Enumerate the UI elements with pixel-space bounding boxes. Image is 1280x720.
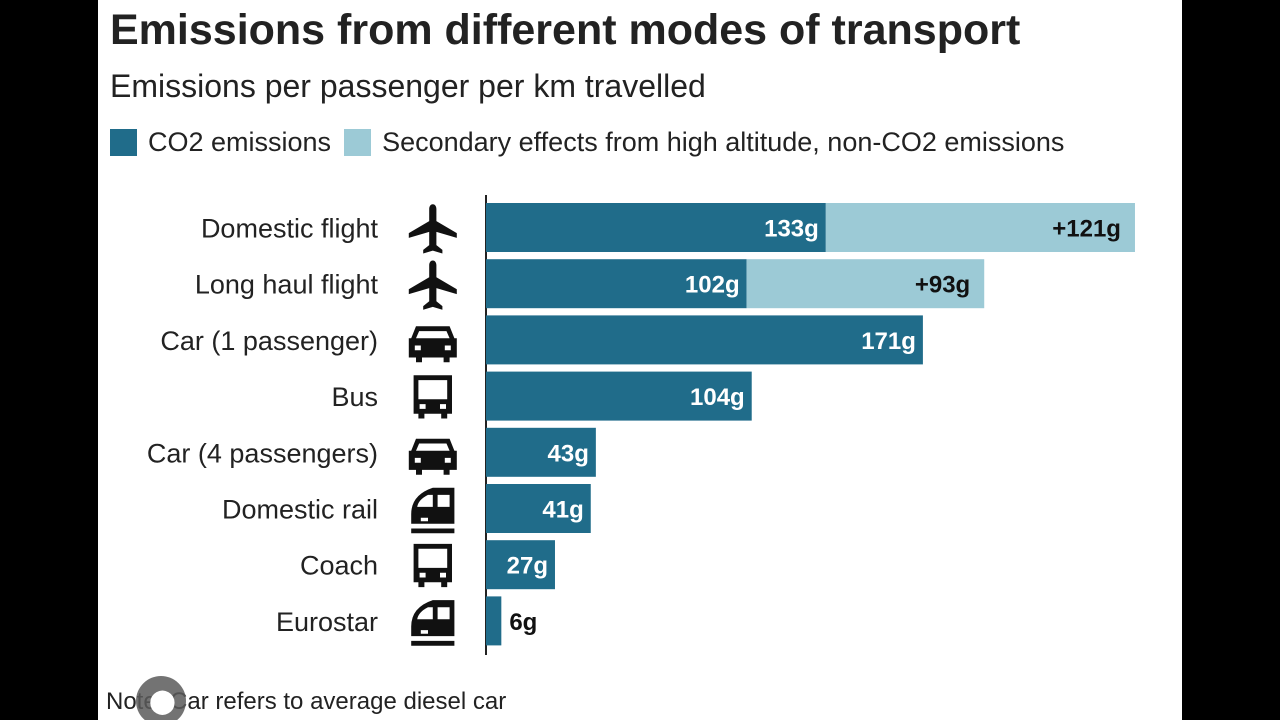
bar-co2 [486, 540, 555, 590]
bar-co2 [486, 371, 752, 421]
category-label: Long haul flight [195, 270, 379, 300]
plane-icon [408, 204, 457, 254]
bar-co2 [486, 203, 826, 252]
bar-secondary [746, 259, 985, 309]
chart-title: Emissions from different modes of transp… [110, 6, 1021, 54]
category-label: Domestic rail [222, 495, 378, 525]
data-label-co2: 41g [542, 497, 583, 524]
data-label-co2: 43g [548, 440, 589, 467]
bus-icon [413, 543, 452, 588]
data-label-co2: 6g [509, 609, 537, 636]
data-label-secondary: +93g [915, 272, 970, 299]
category-label: Car (1 passenger) [160, 326, 378, 356]
data-label-co2: 27g [507, 553, 548, 580]
category-label: Bus [331, 382, 378, 412]
bar-co2 [486, 427, 596, 477]
bar-co2 [486, 315, 923, 365]
legend: CO2 emissions Secondary effects from hig… [110, 127, 1064, 158]
bar-co2 [486, 484, 591, 533]
chart-panel: Emissions from different modes of transp… [98, 0, 1182, 720]
data-label-secondary: +121g [1052, 216, 1121, 243]
category-label: Car (4 passengers) [147, 438, 378, 468]
bar-secondary [825, 203, 1135, 252]
bus-icon [413, 375, 452, 419]
legend-swatch-secondary [344, 129, 372, 156]
car-icon [408, 326, 457, 363]
legend-label-secondary: Secondary effects from high altitude, no… [382, 127, 1065, 157]
data-label-co2: 171g [861, 328, 916, 355]
category-label: Coach [300, 551, 378, 581]
legend-swatch-co2 [110, 129, 137, 156]
camera-icon[interactable]: ⬤ [136, 676, 186, 720]
legend-item-secondary: Secondary effects from high altitude, no… [344, 127, 1064, 158]
legend-item-co2: CO2 emissions [110, 127, 331, 158]
legend-label-co2: CO2 emissions [148, 127, 332, 157]
train-icon [411, 600, 455, 646]
category-label: Domestic flight [201, 214, 379, 244]
data-label-co2: 104g [690, 384, 745, 411]
bar-co2 [486, 259, 747, 309]
train-icon [411, 487, 455, 534]
data-label-co2: 133g [764, 216, 819, 243]
chart-subtitle: Emissions per passenger per km travelled [110, 68, 706, 104]
car-icon [408, 438, 457, 475]
plane-icon [408, 260, 457, 310]
bar-co2 [486, 596, 502, 646]
category-label: Eurostar [276, 607, 378, 637]
data-label-co2: 102g [685, 272, 740, 299]
